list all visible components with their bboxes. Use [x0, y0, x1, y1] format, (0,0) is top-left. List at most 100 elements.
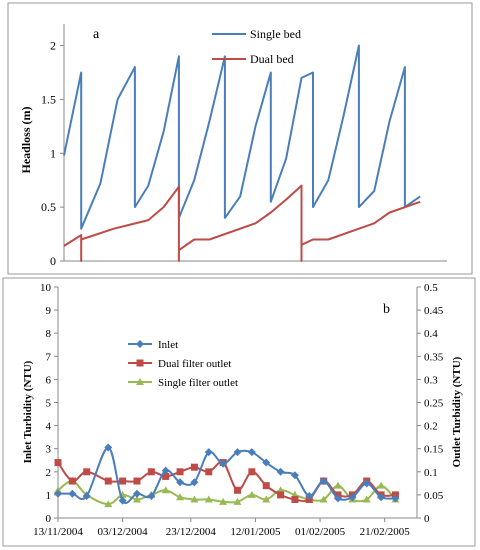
- data-point-inlet: [54, 489, 62, 498]
- data-point-single-filter-outlet: [104, 500, 113, 508]
- data-point-dual-filter-outlet: [262, 482, 270, 490]
- panel-b-y2-tick-label: 0.5: [424, 282, 438, 294]
- panel-b-plot-area: [54, 287, 418, 519]
- data-point-single-filter-outlet: [219, 497, 228, 505]
- panel-b-y-tick-label: 3: [46, 444, 52, 456]
- panel-b-x-tick-label: 21/02/2005: [360, 526, 411, 538]
- panel-b-y2-tick-label: 0.35: [424, 351, 444, 363]
- data-point-dual-filter-outlet: [277, 491, 285, 499]
- data-point-inlet: [82, 492, 91, 501]
- panel-b-y-tick-label: 6: [46, 374, 52, 386]
- data-point-inlet: [290, 471, 299, 480]
- data-point-inlet: [305, 492, 314, 501]
- data-point-single-filter-outlet: [377, 481, 386, 489]
- series-line-single-bed: [63, 44, 421, 230]
- panel-a: 0 0.5 1 1.5 2 Headloss (m) a Single bed Dual…: [7, 2, 473, 275]
- panel-b-y-tick-label: 2: [46, 467, 52, 479]
- panel-b-label: b: [383, 302, 390, 317]
- legend-label-inlet: Inlet: [158, 339, 178, 351]
- panel-a-y-ticks: 0 0.5 1 1.5 2: [41, 39, 64, 268]
- panel-b-y2-tick-label: 0.25: [424, 398, 444, 410]
- panel-a-legend: Single bed Dual bed: [212, 27, 301, 66]
- data-point-single-filter-outlet: [362, 495, 371, 503]
- data-point-inlet: [276, 467, 285, 476]
- panel-b-y2-tick-label: 0.15: [424, 444, 444, 456]
- data-point-dual-filter-outlet: [205, 468, 213, 476]
- data-point-single-filter-outlet: [233, 497, 242, 505]
- data-point-single-filter-outlet: [161, 486, 170, 494]
- panel-b-y2-tick-label: 0.2: [424, 421, 438, 433]
- panel-b-x-tick-label: 12/01/2005: [230, 526, 281, 538]
- legend-marker-inlet: [136, 340, 144, 348]
- data-point-single-filter-outlet: [190, 495, 199, 503]
- data-point-dual-filter-outlet: [68, 477, 76, 485]
- panel-b-y2-tick-label: 0.05: [424, 490, 444, 502]
- data-point-dual-filter-outlet: [54, 459, 62, 467]
- panel-a-y-tick-label: 1: [50, 146, 56, 160]
- panel-b-x-tick-label: 03/12/2004: [98, 526, 149, 538]
- panel-b-y-tick-label: 5: [46, 398, 52, 410]
- data-point-inlet: [219, 459, 228, 468]
- data-point-single-filter-outlet: [247, 490, 256, 498]
- legend-marker-dual-filter-outlet: [136, 359, 144, 367]
- panel-b-x-tick-label: 01/02/2005: [295, 526, 346, 538]
- data-point-inlet: [161, 466, 170, 475]
- panel-b-x-ticks: 13/11/2004 03/12/2004 23/12/2004 12/01/2005…: [33, 518, 410, 538]
- data-point-inlet: [176, 478, 185, 487]
- panel-a-plot-area: [63, 24, 447, 262]
- data-point-dual-filter-outlet: [248, 468, 256, 476]
- data-point-inlet: [377, 493, 386, 502]
- data-point-dual-filter-outlet: [83, 468, 91, 476]
- data-point-inlet: [104, 443, 113, 452]
- data-point-dual-filter-outlet: [147, 468, 155, 476]
- data-point-dual-filter-outlet: [133, 477, 141, 485]
- panel-b-y-tick-label: 4: [46, 421, 52, 433]
- data-point-inlet: [118, 496, 127, 505]
- legend-marker-single-filter-outlet: [136, 378, 144, 385]
- data-point-inlet: [262, 458, 271, 467]
- panel-b-y-tick-label: 9: [46, 305, 52, 317]
- data-point-inlet: [319, 477, 328, 486]
- panel-b-y-tick-label: 7: [46, 351, 52, 363]
- data-point-inlet: [247, 448, 256, 457]
- panel-b-legend: Inlet Dual filter outlet Single filter o…: [128, 339, 238, 389]
- legend-label-single-bed: Single bed: [250, 27, 301, 41]
- data-point-inlet: [190, 478, 199, 487]
- panel-b-y-tick-label: 1: [46, 490, 52, 502]
- data-point-single-filter-outlet: [204, 495, 213, 503]
- panel-b-y2-tick-label: 0.4: [424, 328, 438, 340]
- legend-marker-single-filter-outlet: [136, 378, 144, 385]
- panel-a-y-tick-label: 0.5: [41, 200, 56, 214]
- data-point-single-filter-outlet: [132, 495, 141, 503]
- data-point-inlet: [147, 492, 156, 501]
- panel-b-x-tick-label: 23/12/2004: [166, 526, 217, 538]
- data-point-single-filter-outlet: [334, 481, 343, 489]
- panel-b-y2-tick-label: 0.3: [424, 374, 438, 386]
- data-point-dual-filter-outlet: [119, 477, 127, 485]
- panel-b-y-ticks: 0 1 2 3 4 5 6 7 8 9 10: [40, 282, 58, 525]
- panel-b-y2-tick-label: 0: [424, 513, 430, 525]
- panel-b-y2-tick-label: 0.45: [424, 305, 444, 317]
- panel-b-y2-ticks: 0 0.05 0.1 0.15 0.2 0.25 0.3 0.35 0.4 0.45 0.5: [417, 282, 444, 525]
- panel-a-y-axis-label: Headloss (m): [19, 107, 33, 174]
- panel-b-y2-axis-label: Outlet Turbidity (NTU): [451, 356, 463, 467]
- data-point-inlet: [362, 479, 371, 488]
- data-point-inlet: [132, 489, 141, 498]
- panel-b-frame: [2, 277, 476, 547]
- data-point-inlet: [204, 448, 213, 457]
- data-point-single-filter-outlet: [176, 493, 185, 501]
- data-point-dual-filter-outlet: [234, 486, 241, 494]
- panel-b-y-tick-label: 8: [46, 328, 52, 340]
- panel-b-y-axis-label: Inlet Turbidity (NTU): [22, 360, 34, 463]
- panel-a-y-tick-label: 0: [50, 254, 56, 268]
- data-point-single-filter-outlet: [262, 495, 271, 503]
- data-point-dual-filter-outlet: [190, 463, 198, 471]
- legend-marker-inlet: [136, 340, 144, 348]
- data-point-inlet: [334, 494, 343, 503]
- legend-marker-dual-filter-outlet: [136, 359, 144, 367]
- legend-label-dual-filter-outlet: Dual filter outlet: [158, 358, 231, 370]
- panel-b-y-tick-label: 0: [46, 513, 52, 525]
- data-point-dual-filter-outlet: [176, 468, 184, 476]
- data-point-inlet: [391, 494, 400, 503]
